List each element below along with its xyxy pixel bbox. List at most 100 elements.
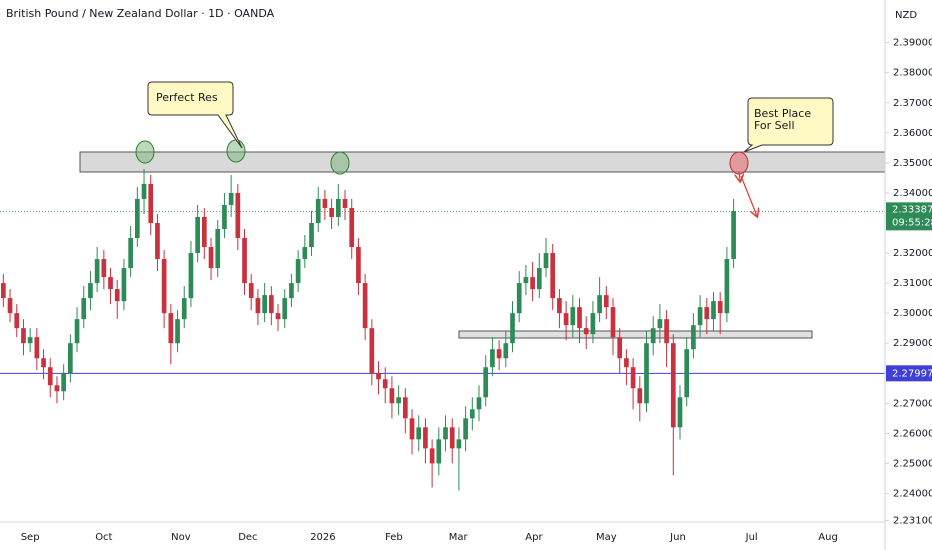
candle-body bbox=[81, 298, 87, 320]
candle-body bbox=[670, 343, 676, 428]
level-label: 2.27997 bbox=[892, 368, 932, 379]
candle-body bbox=[402, 397, 408, 419]
y-tick-label: 2.32000 bbox=[893, 248, 932, 259]
candle-body bbox=[275, 313, 281, 320]
candle-body bbox=[27, 337, 33, 344]
y-tick-label: 2.29000 bbox=[893, 338, 932, 349]
candle-body bbox=[510, 313, 515, 344]
candle-body bbox=[175, 319, 180, 344]
candle-body bbox=[624, 358, 629, 368]
candle-body bbox=[161, 259, 167, 314]
candle-body bbox=[242, 238, 247, 284]
candle-body bbox=[409, 418, 415, 440]
candle-body bbox=[503, 343, 509, 359]
candle-body bbox=[476, 397, 482, 410]
candle-body bbox=[168, 313, 174, 344]
candle-body bbox=[717, 301, 723, 314]
candle-body bbox=[128, 238, 133, 269]
candle-body bbox=[697, 307, 703, 326]
candle-body bbox=[61, 373, 66, 392]
candle-body bbox=[650, 328, 656, 344]
candle-body bbox=[362, 283, 368, 329]
x-tick-label: Mar bbox=[449, 532, 469, 543]
candle-body bbox=[148, 183, 154, 223]
candle-body bbox=[34, 337, 40, 359]
candle-body bbox=[637, 388, 643, 404]
candle-body bbox=[181, 298, 187, 320]
candle-body bbox=[536, 268, 542, 290]
candle-body bbox=[282, 298, 288, 320]
candle-body bbox=[315, 198, 321, 223]
highlight-circle bbox=[330, 151, 350, 175]
candle-body bbox=[14, 313, 20, 329]
annotation-text: Best Place For Sell bbox=[754, 107, 812, 132]
candle-body bbox=[463, 418, 468, 440]
candle-body bbox=[141, 183, 147, 199]
candle-body bbox=[356, 247, 361, 284]
candle-body bbox=[563, 313, 569, 326]
candle-body bbox=[443, 427, 448, 440]
candle-body bbox=[101, 259, 107, 278]
y-tick-label: 2.35000 bbox=[893, 158, 932, 169]
candle-body bbox=[188, 253, 194, 299]
candle-body bbox=[1, 283, 6, 299]
candle-body bbox=[47, 367, 53, 386]
y-tick-label: 2.38000 bbox=[893, 68, 932, 79]
candle-body bbox=[429, 448, 435, 464]
candle-body bbox=[329, 207, 334, 217]
y-tick-label: 2.36000 bbox=[893, 128, 932, 139]
arrow bbox=[740, 175, 757, 216]
candle-body bbox=[590, 313, 596, 335]
candle-body bbox=[543, 253, 549, 269]
callout bbox=[743, 97, 834, 153]
candle-body bbox=[644, 343, 649, 404]
highlight-circle bbox=[226, 139, 246, 163]
highlight-circle bbox=[135, 140, 155, 164]
y-tick-label: 2.31000 bbox=[893, 278, 932, 289]
chart-title: British Pound / New Zealand Dollar · 1D … bbox=[6, 7, 275, 20]
candle-body bbox=[295, 259, 301, 284]
callout bbox=[147, 81, 243, 149]
x-tick-label: Feb bbox=[385, 532, 403, 543]
candle-body bbox=[724, 259, 730, 314]
y-tick-label: 2.25000 bbox=[893, 458, 932, 469]
candle-body bbox=[309, 222, 314, 248]
candle-body bbox=[469, 409, 475, 419]
candle-body bbox=[121, 268, 127, 302]
candle-body bbox=[389, 388, 395, 404]
y-tick-label: 2.39000 bbox=[893, 38, 932, 49]
arrow bbox=[739, 171, 740, 181]
candle-body bbox=[704, 307, 710, 320]
candle-body bbox=[416, 427, 422, 440]
x-tick-label: Oct bbox=[95, 532, 112, 543]
candle-body bbox=[302, 247, 308, 260]
candle-body bbox=[94, 259, 100, 284]
candle-body bbox=[376, 373, 381, 380]
last-price-box bbox=[886, 202, 932, 231]
candle-body bbox=[449, 427, 455, 449]
y-tick-label: 2.34000 bbox=[893, 188, 932, 199]
candle-body bbox=[382, 379, 388, 389]
x-tick-label: Jul bbox=[745, 532, 758, 543]
candle-body bbox=[155, 222, 160, 260]
candle-body bbox=[41, 358, 46, 368]
candle-body bbox=[108, 277, 113, 290]
candle-body bbox=[88, 283, 93, 299]
candle-body bbox=[423, 427, 428, 449]
candle-body bbox=[597, 295, 602, 314]
x-tick-label: Sep bbox=[21, 532, 40, 543]
x-tick-label: May bbox=[596, 532, 617, 543]
candle-body bbox=[657, 319, 663, 329]
candle-body bbox=[54, 385, 60, 392]
candle-body bbox=[570, 307, 576, 326]
candle-body bbox=[577, 307, 582, 329]
y-tick-label: 2.23100 bbox=[893, 515, 932, 526]
candle-body bbox=[322, 198, 328, 208]
candle-body bbox=[268, 295, 274, 314]
candle-body bbox=[483, 367, 489, 398]
candle-body bbox=[342, 198, 348, 208]
candle-body bbox=[21, 328, 26, 344]
candle-body bbox=[222, 204, 227, 229]
annotation-text: Perfect Res bbox=[156, 91, 218, 104]
